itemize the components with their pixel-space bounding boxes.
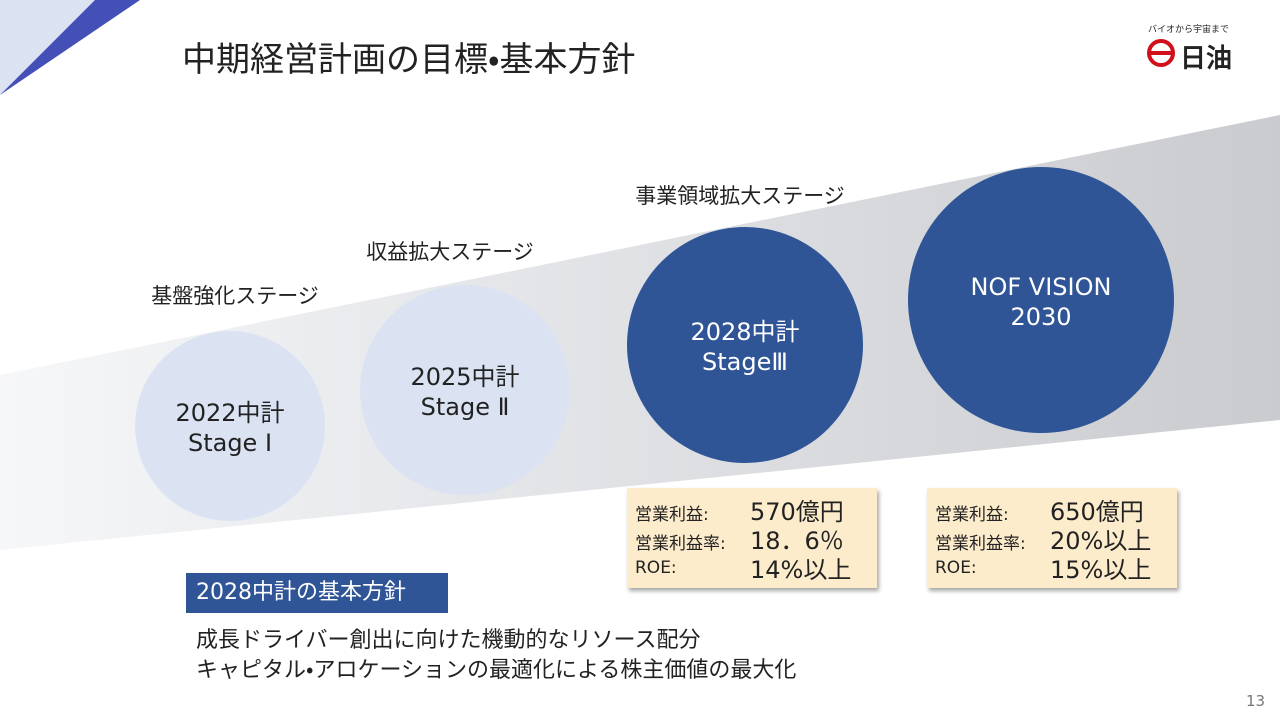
target-value: 570億円	[750, 498, 844, 526]
target-label: ROE:	[635, 558, 677, 578]
target-value: 650億円	[1050, 498, 1144, 526]
title: 中期経営計画の目標・基本方針	[182, 40, 636, 80]
target-label: 営業利益率:	[635, 534, 726, 554]
target-label: 営業利益:	[935, 505, 1009, 525]
circle-line: 2030	[1010, 303, 1072, 331]
target-box: 営業利益: 650億円営業利益率: 20%以上 ROE: 15%以上	[927, 488, 1177, 588]
circle-text: 2028中計 StageⅢ	[690, 317, 799, 377]
policy-item: 成長ドライバー創出に向けた機動的なリソース配分	[196, 628, 701, 653]
target-label: 営業利益率:	[935, 534, 1026, 554]
stage-label: 基盤強化ステージ	[151, 284, 319, 308]
page-number: 13	[1246, 692, 1266, 710]
target-box: 営業利益: 570億円営業利益率: 18．6％ ROE: 14%以上	[627, 488, 877, 588]
circle-text: 2025中計 Stage Ⅱ	[410, 362, 519, 422]
circle-line: 2028中計	[690, 318, 800, 346]
circle-line: NOF VISION	[970, 273, 1112, 301]
target-label: 営業利益:	[635, 505, 709, 525]
stage-circle	[627, 227, 863, 463]
stage-circle	[135, 331, 325, 521]
circle-line: Stage Ⅱ	[420, 393, 510, 421]
stage-label: 事業領域拡大ステージ	[635, 184, 845, 208]
stage-label: 収益拡大ステージ	[366, 240, 534, 264]
circle-line: StageⅢ	[702, 348, 788, 376]
target-value: 18．6％	[750, 527, 844, 555]
target-value: 14%以上	[750, 556, 852, 584]
corner-dark	[0, 0, 140, 95]
circle-line: 2025中計	[410, 363, 520, 391]
logo-tagline: バイオから宇宙まで	[1148, 25, 1230, 35]
policy-item: キャピタル・アロケーションの最適化による株主価値の最大化	[196, 658, 797, 683]
policy-heading: 2028中計の基本方針	[186, 573, 448, 613]
circle-line: 2022中計	[175, 399, 285, 427]
target-label: ROE:	[935, 558, 977, 578]
circle-text: 2022中計 Stage Ⅰ	[175, 398, 284, 458]
stage-circle	[360, 285, 570, 495]
stage-circle	[908, 167, 1174, 433]
target-value: 20%以上	[1050, 527, 1152, 555]
target-value: 15%以上	[1050, 556, 1152, 584]
circle-line: Stage Ⅰ	[187, 429, 273, 457]
circle-text: NOF VISION 2030	[971, 272, 1112, 332]
logo-name: 日油	[1180, 44, 1233, 74]
